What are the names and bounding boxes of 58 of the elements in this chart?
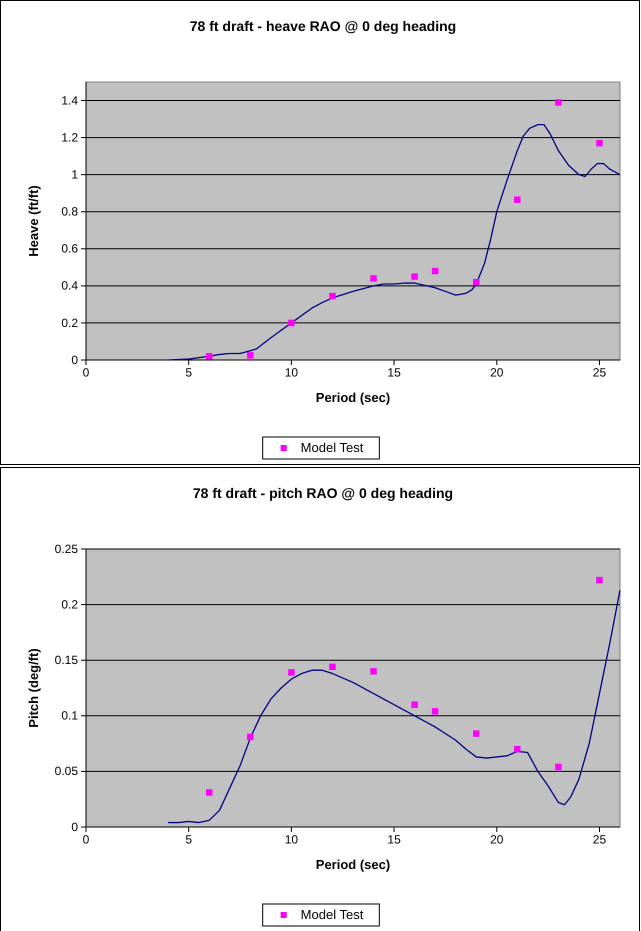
x-tick-label: 10 — [284, 832, 298, 847]
y-tick-label: 0.15 — [54, 653, 78, 668]
point — [288, 669, 295, 676]
y-tick-label: 0.4 — [61, 278, 78, 293]
point — [514, 196, 521, 203]
legend-label: Model Test — [300, 907, 364, 922]
x-axis-title: Period (sec) — [316, 857, 390, 872]
point — [514, 746, 521, 752]
y-tick-label: 0.6 — [61, 242, 78, 256]
y-tick-label: 0.05 — [54, 764, 78, 778]
point — [370, 668, 377, 675]
point — [329, 664, 336, 670]
y-axis-title: Pitch (deg/ft) — [26, 648, 41, 728]
x-tick-label: 10 — [284, 366, 298, 380]
y-tick-label: 1.2 — [61, 130, 78, 144]
line-series — [168, 124, 621, 361]
point — [411, 273, 418, 280]
y-tick-label: 0.2 — [61, 316, 78, 330]
x-tick-label: 25 — [592, 832, 606, 847]
y-tick-label: 0.8 — [61, 204, 78, 219]
y-tick-label: 0 — [71, 352, 78, 367]
point — [411, 701, 418, 708]
x-tick-label: 0 — [82, 832, 90, 847]
x-tick-label: 15 — [387, 832, 402, 847]
point — [432, 268, 438, 274]
line-series — [168, 589, 621, 824]
point — [472, 730, 480, 737]
chart-title: 78 ft draft - pitch RAO @ 0 deg heading — [192, 485, 454, 501]
point — [370, 275, 377, 282]
x-tick-label: 5 — [185, 832, 192, 847]
y-axis-title: Heave (ft/ft) — [26, 185, 41, 257]
point — [206, 353, 212, 360]
x-tick-label: 20 — [490, 832, 504, 847]
point — [329, 292, 336, 300]
x-tick-label: 20 — [490, 366, 504, 380]
point — [247, 352, 254, 359]
chart-title: 78 ft draft - heave RAO @ 0 deg heading — [190, 18, 456, 34]
x-tick-label: 5 — [185, 366, 192, 380]
point — [247, 734, 254, 740]
point — [555, 99, 562, 106]
y-tick-label: 0.2 — [61, 597, 78, 612]
y-tick-label: 0.1 — [61, 708, 78, 723]
point — [596, 140, 603, 146]
point — [432, 708, 438, 715]
x-tick-label: 0 — [82, 366, 90, 380]
y-tick-label: 0 — [71, 820, 78, 834]
x-tick-label: 15 — [387, 366, 402, 380]
point — [206, 789, 212, 796]
legend-label: Model Test — [300, 440, 364, 455]
point — [555, 764, 562, 770]
x-tick-label: 25 — [592, 366, 606, 380]
x-axis-title: Period (sec) — [316, 390, 390, 405]
y-tick-label: 1.4 — [61, 93, 78, 108]
point — [472, 278, 480, 286]
point — [596, 576, 603, 584]
y-tick-label: 0.25 — [54, 542, 78, 556]
y-tick-label: 1 — [71, 168, 78, 182]
point — [288, 320, 295, 326]
